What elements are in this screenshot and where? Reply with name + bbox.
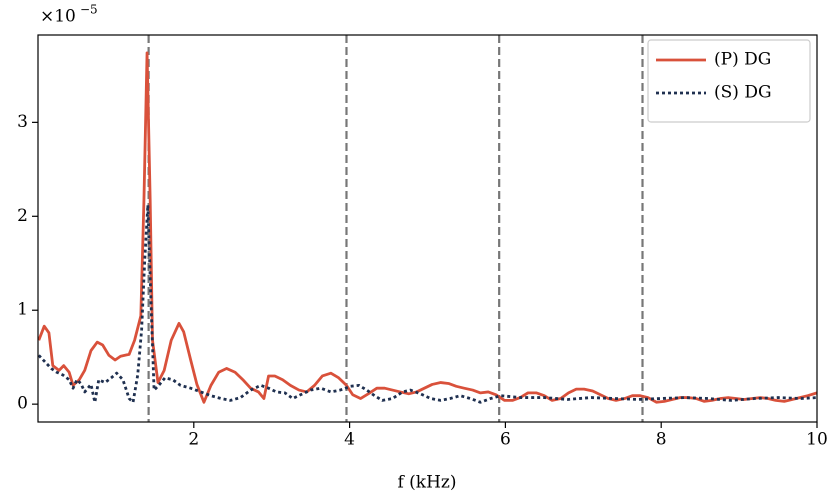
x-tick-label: 6 [500, 430, 511, 450]
data-line [38, 203, 817, 404]
x-tick-label: 8 [656, 430, 667, 450]
plot-frame [37, 34, 818, 423]
x-tick-label: 4 [344, 430, 355, 450]
y-multiplier-exponent: −5 [80, 3, 98, 17]
y-multiplier-base: ×10 [40, 7, 76, 27]
x-axis-label: f (kHz) [397, 473, 456, 493]
legend-label: (S) DG [714, 83, 772, 103]
x-tick-label: 10 [806, 430, 828, 450]
legend-label: (P) DG [714, 50, 771, 70]
y-tick-label: 2 [17, 206, 28, 226]
y-tick-label: 0 [17, 394, 28, 414]
y-tick-label: 1 [17, 300, 28, 320]
data-line [38, 51, 817, 404]
y-tick-label: 3 [17, 112, 28, 132]
x-tick-label: 2 [188, 430, 199, 450]
